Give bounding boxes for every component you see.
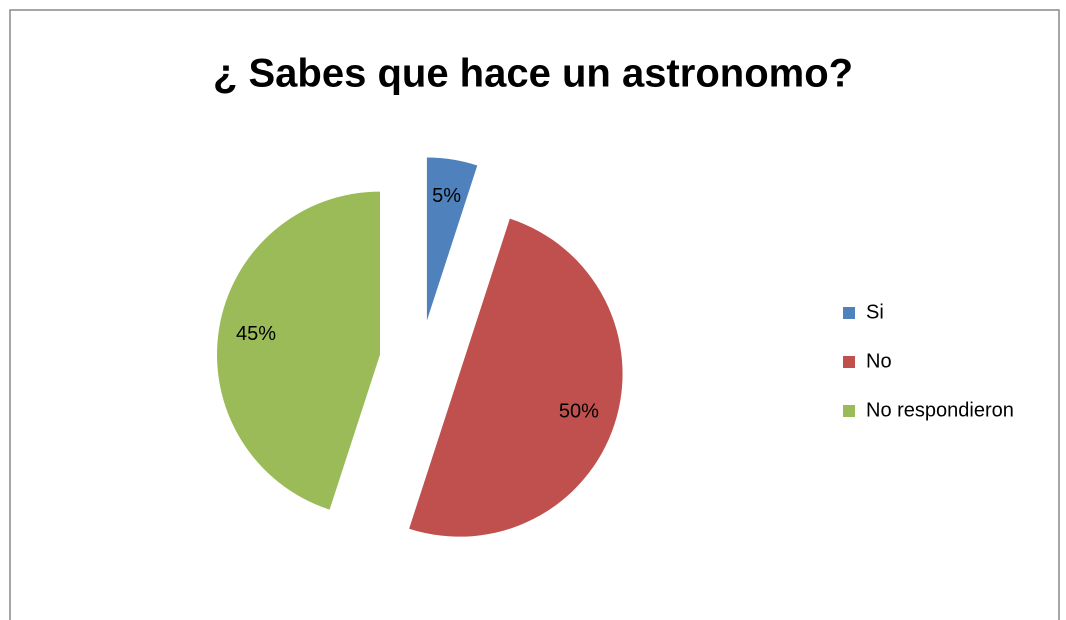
legend-label: No respondieron [866,399,1014,421]
data-label: 5% [432,185,461,207]
data-label: 45% [236,323,276,345]
legend-label: No [866,350,892,372]
legend-swatch [843,307,855,319]
legend-label: Si [866,301,884,323]
pie-slice [426,157,478,321]
pie-slice [217,191,381,510]
data-label: 50% [559,401,599,423]
pie-slice [409,218,623,537]
legend-swatch [843,356,855,368]
legend-swatch [843,405,855,417]
chart-title: ¿ Sabes que hace un astronomo? [213,52,853,96]
